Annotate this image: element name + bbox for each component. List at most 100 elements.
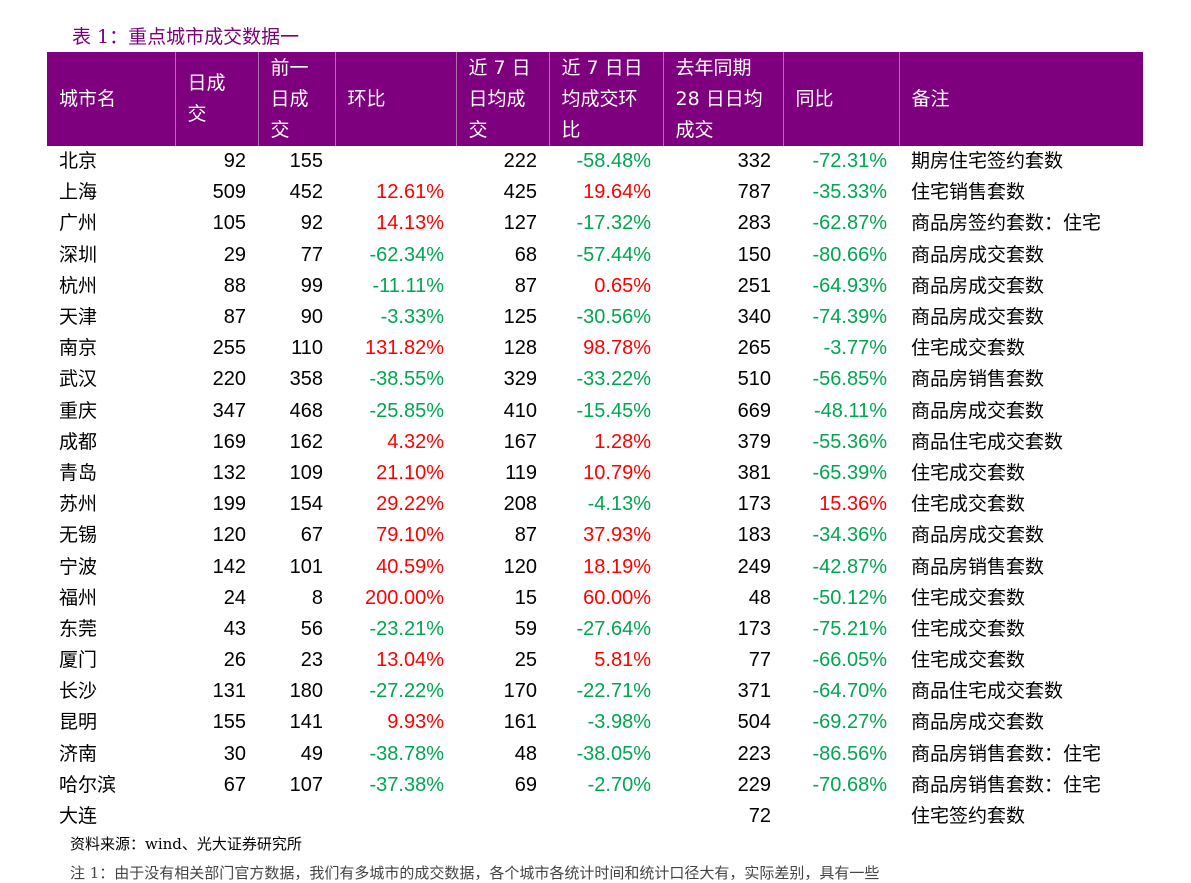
- note-cell: 住宅签约套数: [911, 805, 1026, 828]
- table-body: 北京 92 155 222 -58.48% 332 -72.31% 期房住宅签约套数 上海 509…: [47, 146, 1143, 832]
- mom-cell: -38.55%: [369, 368, 445, 391]
- avg7-cell: [456, 801, 549, 832]
- note-cell: 住宅成交套数: [911, 493, 1026, 516]
- day-volume-cell: 26: [223, 649, 246, 672]
- yoy-cell: -48.11%: [813, 399, 887, 422]
- avg7-cell: 15: [514, 586, 537, 609]
- city-cell: 杭州: [59, 274, 98, 297]
- avg7-mom-cell: -58.48%: [576, 150, 652, 173]
- prev-day-cell: 23: [300, 649, 323, 672]
- avg7-header: 近 7 日日均成交: [456, 52, 550, 146]
- header-text-line: 比: [561, 118, 581, 141]
- city-cell: 天津: [59, 306, 98, 329]
- note-cell: 商品房销售套数: [911, 368, 1045, 391]
- ly28-cell: 283: [737, 212, 771, 235]
- mom-cell: [335, 146, 456, 177]
- mom-cell: 40.59%: [376, 555, 444, 578]
- header-text-line: 近 7 日日: [561, 56, 643, 79]
- avg7-cell: 87: [514, 524, 537, 547]
- city-cell: 重庆: [59, 399, 98, 422]
- avg7-mom-cell: 19.64%: [583, 181, 651, 204]
- day-volume-cell: 142: [212, 555, 246, 578]
- city-header: 城市名: [47, 52, 176, 146]
- header-text-line: 同比: [795, 87, 834, 110]
- prev-day-cell: [258, 801, 335, 832]
- header-text-line: 城市名: [59, 87, 117, 110]
- table-row: 广州 105 92 14.13% 127 -17.32% 283 -62.87% 商品房签约套数…: [47, 208, 1143, 239]
- ly28-cell: 229: [737, 773, 771, 796]
- day-volume-cell: 155: [212, 711, 246, 734]
- city-cell: 哈尔滨: [59, 773, 117, 796]
- avg7-cell: 128: [503, 337, 537, 360]
- mom-cell: -38.78%: [369, 742, 445, 765]
- note-cell: 住宅成交套数: [911, 337, 1026, 360]
- header-text-line: 近 7 日: [468, 56, 531, 79]
- yoy-cell: 15.36%: [819, 493, 887, 516]
- mom-cell: [335, 801, 456, 832]
- table-row: 长沙 131 180 -27.22% 170 -22.71% 371 -64.70% 商品住宅成…: [47, 676, 1143, 707]
- day-volume-cell: 120: [212, 524, 246, 547]
- day-volume-cell: 131: [212, 680, 246, 703]
- mom-header: 环比: [335, 52, 457, 146]
- avg7-mom-cell: -27.64%: [576, 617, 652, 640]
- mom-cell: -37.38%: [369, 773, 445, 796]
- avg7-mom-cell: -17.32%: [576, 212, 652, 235]
- avg7-cell: 425: [503, 181, 537, 204]
- avg7-cell: 125: [503, 306, 537, 329]
- city-cell: 东莞: [59, 617, 98, 640]
- table-row: 上海 509 452 12.61% 425 19.64% 787 -35.33% 住宅销售套数: [47, 177, 1143, 208]
- header-text-line: 环比: [347, 87, 386, 110]
- avg7-cell: 119: [505, 461, 537, 484]
- ly28-cell: 510: [737, 368, 771, 391]
- yoy-cell: -74.39%: [812, 306, 888, 329]
- avg7-mom-cell: -22.71%: [576, 680, 652, 703]
- yoy-cell: -62.87%: [812, 212, 888, 235]
- day-volume-cell: 255: [212, 337, 246, 360]
- avg7-cell: 329: [503, 368, 537, 391]
- ly28-cell: 265: [737, 337, 771, 360]
- yoy-header: 同比: [783, 52, 900, 146]
- note-cell: 住宅成交套数: [911, 617, 1026, 640]
- yoy-cell: -70.68%: [812, 773, 888, 796]
- table-row: 苏州 199 154 29.22% 208 -4.13% 173 15.36% 住宅成交套数: [47, 489, 1143, 520]
- ly28-cell: 379: [737, 430, 771, 453]
- mom-cell: -62.34%: [369, 243, 445, 266]
- ly28-cell: 183: [737, 524, 771, 547]
- note-cell: 住宅销售套数: [911, 181, 1026, 204]
- header-text-line: 日均成: [468, 87, 526, 110]
- avg7-mom-cell: -57.44%: [576, 243, 652, 266]
- ly28-cell: 340: [737, 306, 771, 329]
- prev-day-cell: 358: [289, 368, 323, 391]
- note-cell: 商品房成交套数: [911, 524, 1045, 547]
- yoy-cell: -3.77%: [823, 337, 887, 360]
- note-cell: 商品房销售套数: [911, 555, 1045, 578]
- day-volume-cell: 87: [223, 306, 246, 329]
- note-cell: 商品房成交套数: [911, 306, 1045, 329]
- ly28-cell: 249: [737, 555, 771, 578]
- table-caption: 表 1：重点城市成交数据一: [72, 26, 300, 48]
- avg7-cell: 127: [503, 212, 537, 235]
- yoy-cell: -66.05%: [812, 649, 888, 672]
- prev-day-header: 前一 日成交: [258, 52, 336, 146]
- prev-day-cell: 99: [300, 274, 323, 297]
- mom-cell: -11.11%: [372, 274, 444, 297]
- prev-day-cell: 8: [311, 586, 323, 609]
- avg7-cell: 161: [503, 711, 537, 734]
- table-row: 北京 92 155 222 -58.48% 332 -72.31% 期房住宅签约套数: [47, 146, 1143, 177]
- note-cell: 商品房成交套数: [911, 399, 1045, 422]
- ly28-header: 去年同期 28 日日均 成交: [663, 52, 784, 146]
- note-cell: 商品住宅成交套数: [911, 430, 1064, 453]
- table-row: 宁波 142 101 40.59% 120 18.19% 249 -42.87% 商品房销售套数: [47, 551, 1143, 582]
- mom-cell: 13.04%: [376, 649, 444, 672]
- city-cell: 青岛: [59, 461, 98, 484]
- city-cell: 昆明: [59, 711, 98, 734]
- table-row: 昆明 155 141 9.93% 161 -3.98% 504 -69.27% 商品房成交套数: [47, 707, 1143, 738]
- avg7-cell: 410: [503, 399, 537, 422]
- prev-day-cell: 92: [300, 212, 323, 235]
- header-text-line: 均成交环: [561, 87, 638, 110]
- note-cell: 商品房成交套数: [911, 274, 1045, 297]
- avg7-cell: 68: [514, 243, 537, 266]
- avg7-mom-cell: -15.45%: [576, 399, 652, 422]
- mom-cell: -23.21%: [369, 617, 445, 640]
- avg7-mom-cell: -4.13%: [587, 493, 651, 516]
